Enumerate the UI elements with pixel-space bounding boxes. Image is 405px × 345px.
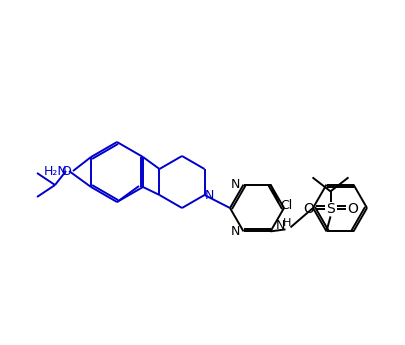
Text: H₂N: H₂N [44, 165, 68, 177]
Text: O: O [61, 165, 71, 177]
Text: N: N [231, 178, 240, 191]
Text: O: O [303, 203, 314, 216]
Text: O: O [347, 203, 358, 216]
Text: N: N [231, 225, 240, 238]
Text: N: N [276, 219, 285, 232]
Text: Cl: Cl [280, 199, 293, 212]
Text: H: H [284, 218, 292, 228]
Text: S: S [326, 203, 335, 216]
Text: N: N [205, 188, 214, 201]
